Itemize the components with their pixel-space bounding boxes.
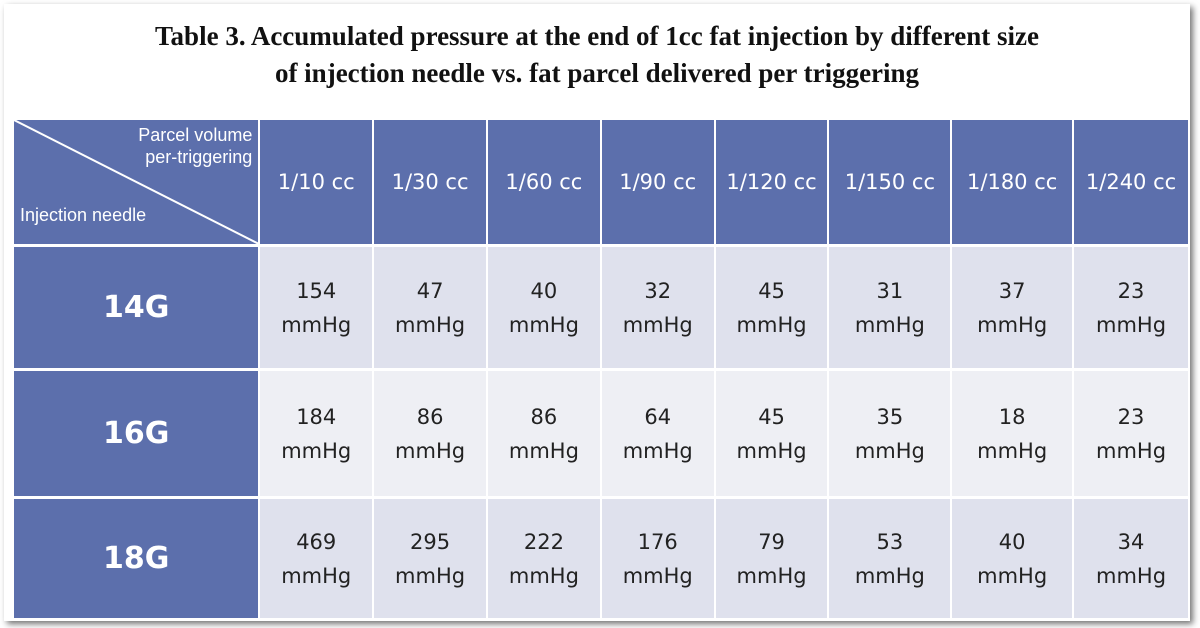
pressure-cell: 23 mmHg [1074,371,1190,499]
corner-bottom-label: Injection needle [20,205,147,225]
pressure-unit: mmHg [622,563,693,588]
pressure-unit: mmHg [736,563,807,588]
corner-header-cell: Parcel volume per-triggering Injection n… [14,120,261,247]
pressure-value: 86 [530,404,558,429]
pressure-value: 32 [644,278,672,303]
pressure-unit: mmHg [854,438,925,463]
pressure-unit: mmHg [977,563,1048,588]
pressure-unit: mmHg [1096,563,1167,588]
column-header: 1/90 cc [601,120,716,247]
row-header-needle: 16G [14,371,261,499]
pressure-unit: mmHg [508,438,579,463]
column-header: 1/120 cc [715,120,830,247]
title-line-1: Table 3. Accumulated pressure at the end… [155,21,1039,51]
pressure-cell: 79 mmHg [715,499,830,621]
pressure-unit: mmHg [854,312,925,337]
pressure-value: 47 [416,278,444,303]
pressure-table: Parcel volume per-triggering Injection n… [14,120,1190,621]
pressure-unit: mmHg [854,563,925,588]
pressure-value: 23 [1117,278,1145,303]
pressure-unit: mmHg [622,312,693,337]
pressure-value: 31 [876,278,904,303]
pressure-value: 86 [416,404,444,429]
column-header: 1/240 cc [1074,120,1190,247]
pressure-value: 45 [758,278,785,303]
pressure-cell: 31 mmHg [829,247,953,371]
column-header: 1/60 cc [487,120,602,247]
column-header: 1/180 cc [952,120,1075,247]
pressure-value: 184 [296,404,337,429]
pressure-value: 222 [523,529,564,554]
pressure-unit: mmHg [508,563,579,588]
pressure-cell: 64 mmHg [601,371,716,499]
corner-top-label: Parcel volume per-triggering [138,124,252,168]
pressure-cell: 45 mmHg [715,371,830,499]
pressure-unit: mmHg [736,438,807,463]
pressure-cell: 40 mmHg [952,499,1075,621]
pressure-cell: 18 mmHg [952,371,1075,499]
pressure-cell: 45 mmHg [715,247,830,371]
pressure-unit: mmHg [395,312,466,337]
pressure-value: 23 [1117,404,1145,429]
pressure-cell: 176 mmHg [601,499,716,621]
pressure-value: 40 [998,529,1026,554]
corner-top-line-2: per-triggering [145,147,253,167]
pressure-value: 35 [876,404,904,429]
table-row: 18G 469 mmHg 295 mmHg 222 mmHg 176 mmHg 79 mm… [14,499,1190,621]
pressure-unit: mmHg [281,438,352,463]
pressure-unit: mmHg [977,312,1048,337]
pressure-unit: mmHg [395,438,466,463]
pressure-cell: 295 mmHg [374,499,488,621]
pressure-value: 64 [644,404,672,429]
pressure-unit: mmHg [736,312,807,337]
table-row: 14G 154 mmHg 47 mmHg 40 mmHg 32 mmHg 45 mmHg … [14,247,1190,371]
column-header: 1/150 cc [829,120,953,247]
pressure-cell: 86 mmHg [374,371,488,499]
pressure-value: 79 [758,529,785,554]
pressure-cell: 47 mmHg [374,247,488,371]
corner-diagonal-line [14,120,259,244]
pressure-value: 295 [410,529,451,554]
pressure-unit: mmHg [508,312,579,337]
pressure-cell: 53 mmHg [829,499,953,621]
pressure-unit: mmHg [1096,438,1167,463]
pressure-unit: mmHg [395,563,466,588]
pressure-value: 40 [530,278,558,303]
pressure-cell: 32 mmHg [601,247,716,371]
pressure-unit: mmHg [281,563,352,588]
pressure-cell: 469 mmHg [260,499,375,621]
pressure-cell: 37 mmHg [952,247,1075,371]
row-header-needle: 18G [14,499,261,621]
pressure-cell: 35 mmHg [829,371,953,499]
pressure-value: 45 [758,404,785,429]
row-header-needle: 14G [14,247,261,371]
table-row: 16G 184 mmHg 86 mmHg 86 mmHg 64 mmHg 45 mmHg … [14,371,1190,499]
title-line-2: of injection needle vs. fat parcel deliv… [274,58,920,88]
pressure-value: 469 [296,529,337,554]
pressure-unit: mmHg [281,312,352,337]
pressure-cell: 34 mmHg [1074,499,1190,621]
pressure-value: 176 [637,529,678,554]
column-header: 1/10 cc [260,120,375,247]
pressure-value: 34 [1117,529,1145,554]
pressure-cell: 40 mmHg [487,247,602,371]
pressure-unit: mmHg [1096,312,1167,337]
pressure-cell: 222 mmHg [487,499,602,621]
pressure-value: 53 [876,529,904,554]
header-row: Parcel volume per-triggering Injection n… [14,120,1190,247]
pressure-cell: 23 mmHg [1074,247,1190,371]
pressure-cell: 184 mmHg [260,371,375,499]
pressure-cell: 86 mmHg [487,371,602,499]
pressure-value: 18 [998,404,1026,429]
pressure-unit: mmHg [622,438,693,463]
corner-top-line-1: Parcel volume [138,125,253,145]
pressure-value: 154 [296,278,337,303]
figure-frame: Table 3. Accumulated pressure at the end… [4,4,1190,621]
pressure-unit: mmHg [977,438,1048,463]
pressure-cell: 154 mmHg [260,247,375,371]
table-title: Table 3. Accumulated pressure at the end… [4,18,1190,92]
pressure-value: 37 [998,278,1026,303]
column-header: 1/30 cc [374,120,488,247]
